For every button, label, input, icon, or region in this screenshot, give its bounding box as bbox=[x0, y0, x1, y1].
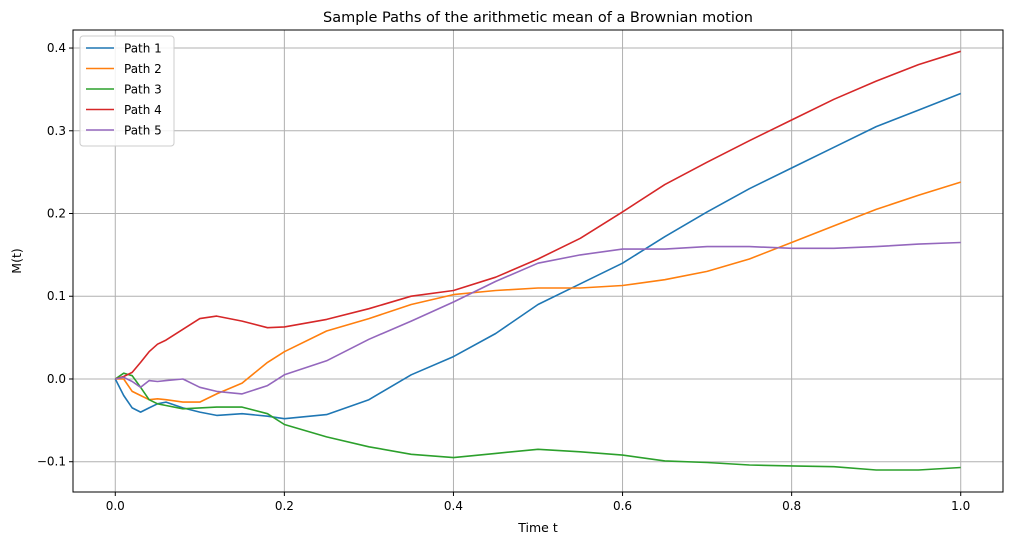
series-lines bbox=[114, 50, 961, 471]
y-tick-label: −0.1 bbox=[37, 455, 66, 469]
legend-label: Path 3 bbox=[124, 83, 162, 97]
y-tick-label: 0.3 bbox=[47, 124, 66, 138]
series-line-path-2 bbox=[115, 181, 961, 403]
legend-box bbox=[79, 35, 175, 147]
x-tick-label: 0.6 bbox=[613, 499, 632, 513]
series-line-path-1 bbox=[114, 92, 961, 420]
series-line-path-5 bbox=[115, 241, 961, 395]
y-tick-label: 0.4 bbox=[47, 41, 66, 55]
plot-frame bbox=[72, 29, 1004, 493]
y-tick-label: 0.2 bbox=[47, 207, 66, 221]
grid bbox=[73, 30, 1003, 492]
x-tick-label: 0.4 bbox=[444, 499, 463, 513]
x-tick-label: 0.0 bbox=[106, 499, 125, 513]
legend-label: Path 1 bbox=[124, 42, 162, 56]
y-axis-label: M(t) bbox=[9, 248, 24, 273]
series-line-path-3 bbox=[114, 372, 961, 471]
x-tick-label: 1.0 bbox=[951, 499, 970, 513]
x-tick-label: 0.8 bbox=[782, 499, 801, 513]
y-tick-label: 0.0 bbox=[47, 372, 66, 386]
y-tick-label: 0.1 bbox=[47, 289, 66, 303]
legend-label: Path 5 bbox=[124, 124, 162, 138]
x-axis-label: Time t bbox=[517, 520, 558, 535]
x-ticks: 0.0 0.2 0.4 0.6 0.8 1.0 bbox=[106, 492, 970, 513]
legend-label: Path 2 bbox=[124, 62, 162, 76]
series-line-path-4 bbox=[115, 50, 961, 380]
y-ticks: −0.1 0.0 0.1 0.2 0.3 0.4 bbox=[37, 41, 73, 469]
chart-title: Sample Paths of the arithmetic mean of a… bbox=[323, 10, 753, 26]
x-tick-label: 0.2 bbox=[275, 499, 294, 513]
legend: Path 1 Path 2 Path 3 Path 4 Path 5 bbox=[79, 35, 175, 147]
legend-label: Path 4 bbox=[124, 103, 162, 117]
